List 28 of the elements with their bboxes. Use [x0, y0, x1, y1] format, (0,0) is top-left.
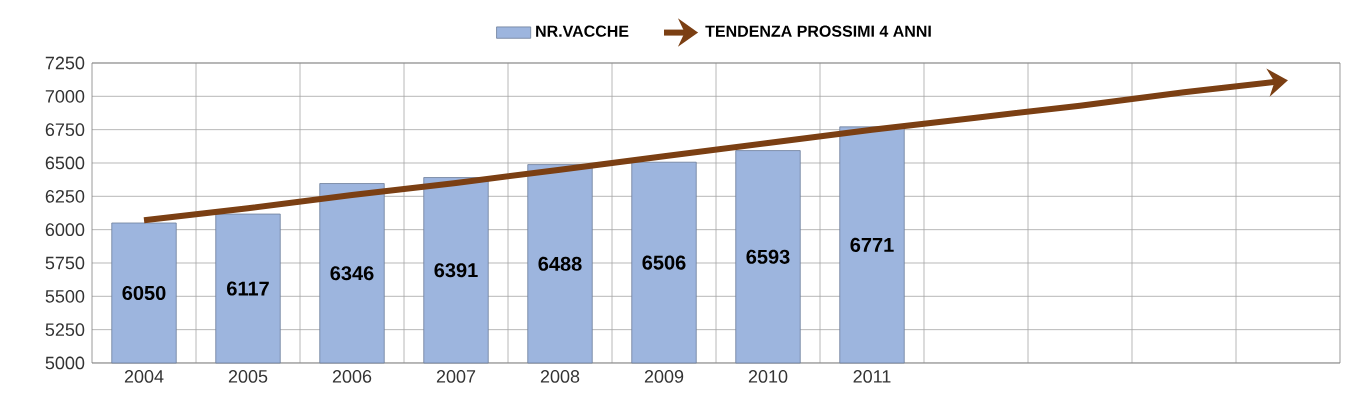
data-label: 6506	[642, 255, 686, 270]
x-tick-label: 2005	[228, 370, 268, 383]
data-label: 6488	[538, 256, 582, 271]
data-label: 6391	[434, 263, 478, 278]
y-tick-label: 7250	[45, 56, 85, 70]
y-tick-label: 5750	[45, 256, 85, 270]
y-tick-label: 6250	[45, 189, 85, 203]
legend-label: NR.VACCHE	[536, 25, 629, 37]
y-tick-label: 5250	[45, 323, 85, 337]
legend-label: TENDENZA PROSSIMI 4 ANNI	[705, 25, 931, 37]
x-tick-label: 2006	[332, 370, 372, 383]
y-tick-label: 5000	[45, 356, 85, 370]
x-tick-label: 2010	[748, 370, 788, 383]
data-label: 6346	[330, 266, 374, 281]
x-tick-label: 2007	[436, 370, 476, 383]
y-tick-label: 6000	[45, 223, 85, 237]
y-tick-label: 5500	[45, 289, 85, 303]
y-tick-label: 6750	[45, 123, 85, 137]
x-tick-label: 2011	[853, 370, 891, 383]
x-tick-label: 2004	[124, 370, 164, 383]
x-tick-label: 2008	[540, 370, 580, 383]
x-tick-label: 2009	[644, 370, 684, 383]
y-tick-label: 7000	[45, 89, 85, 103]
data-label: 6771	[850, 237, 894, 252]
data-label: 6050	[122, 285, 166, 301]
data-label: 6117	[227, 281, 269, 296]
data-label: 6593	[746, 249, 790, 264]
y-tick-label: 6500	[45, 156, 85, 170]
